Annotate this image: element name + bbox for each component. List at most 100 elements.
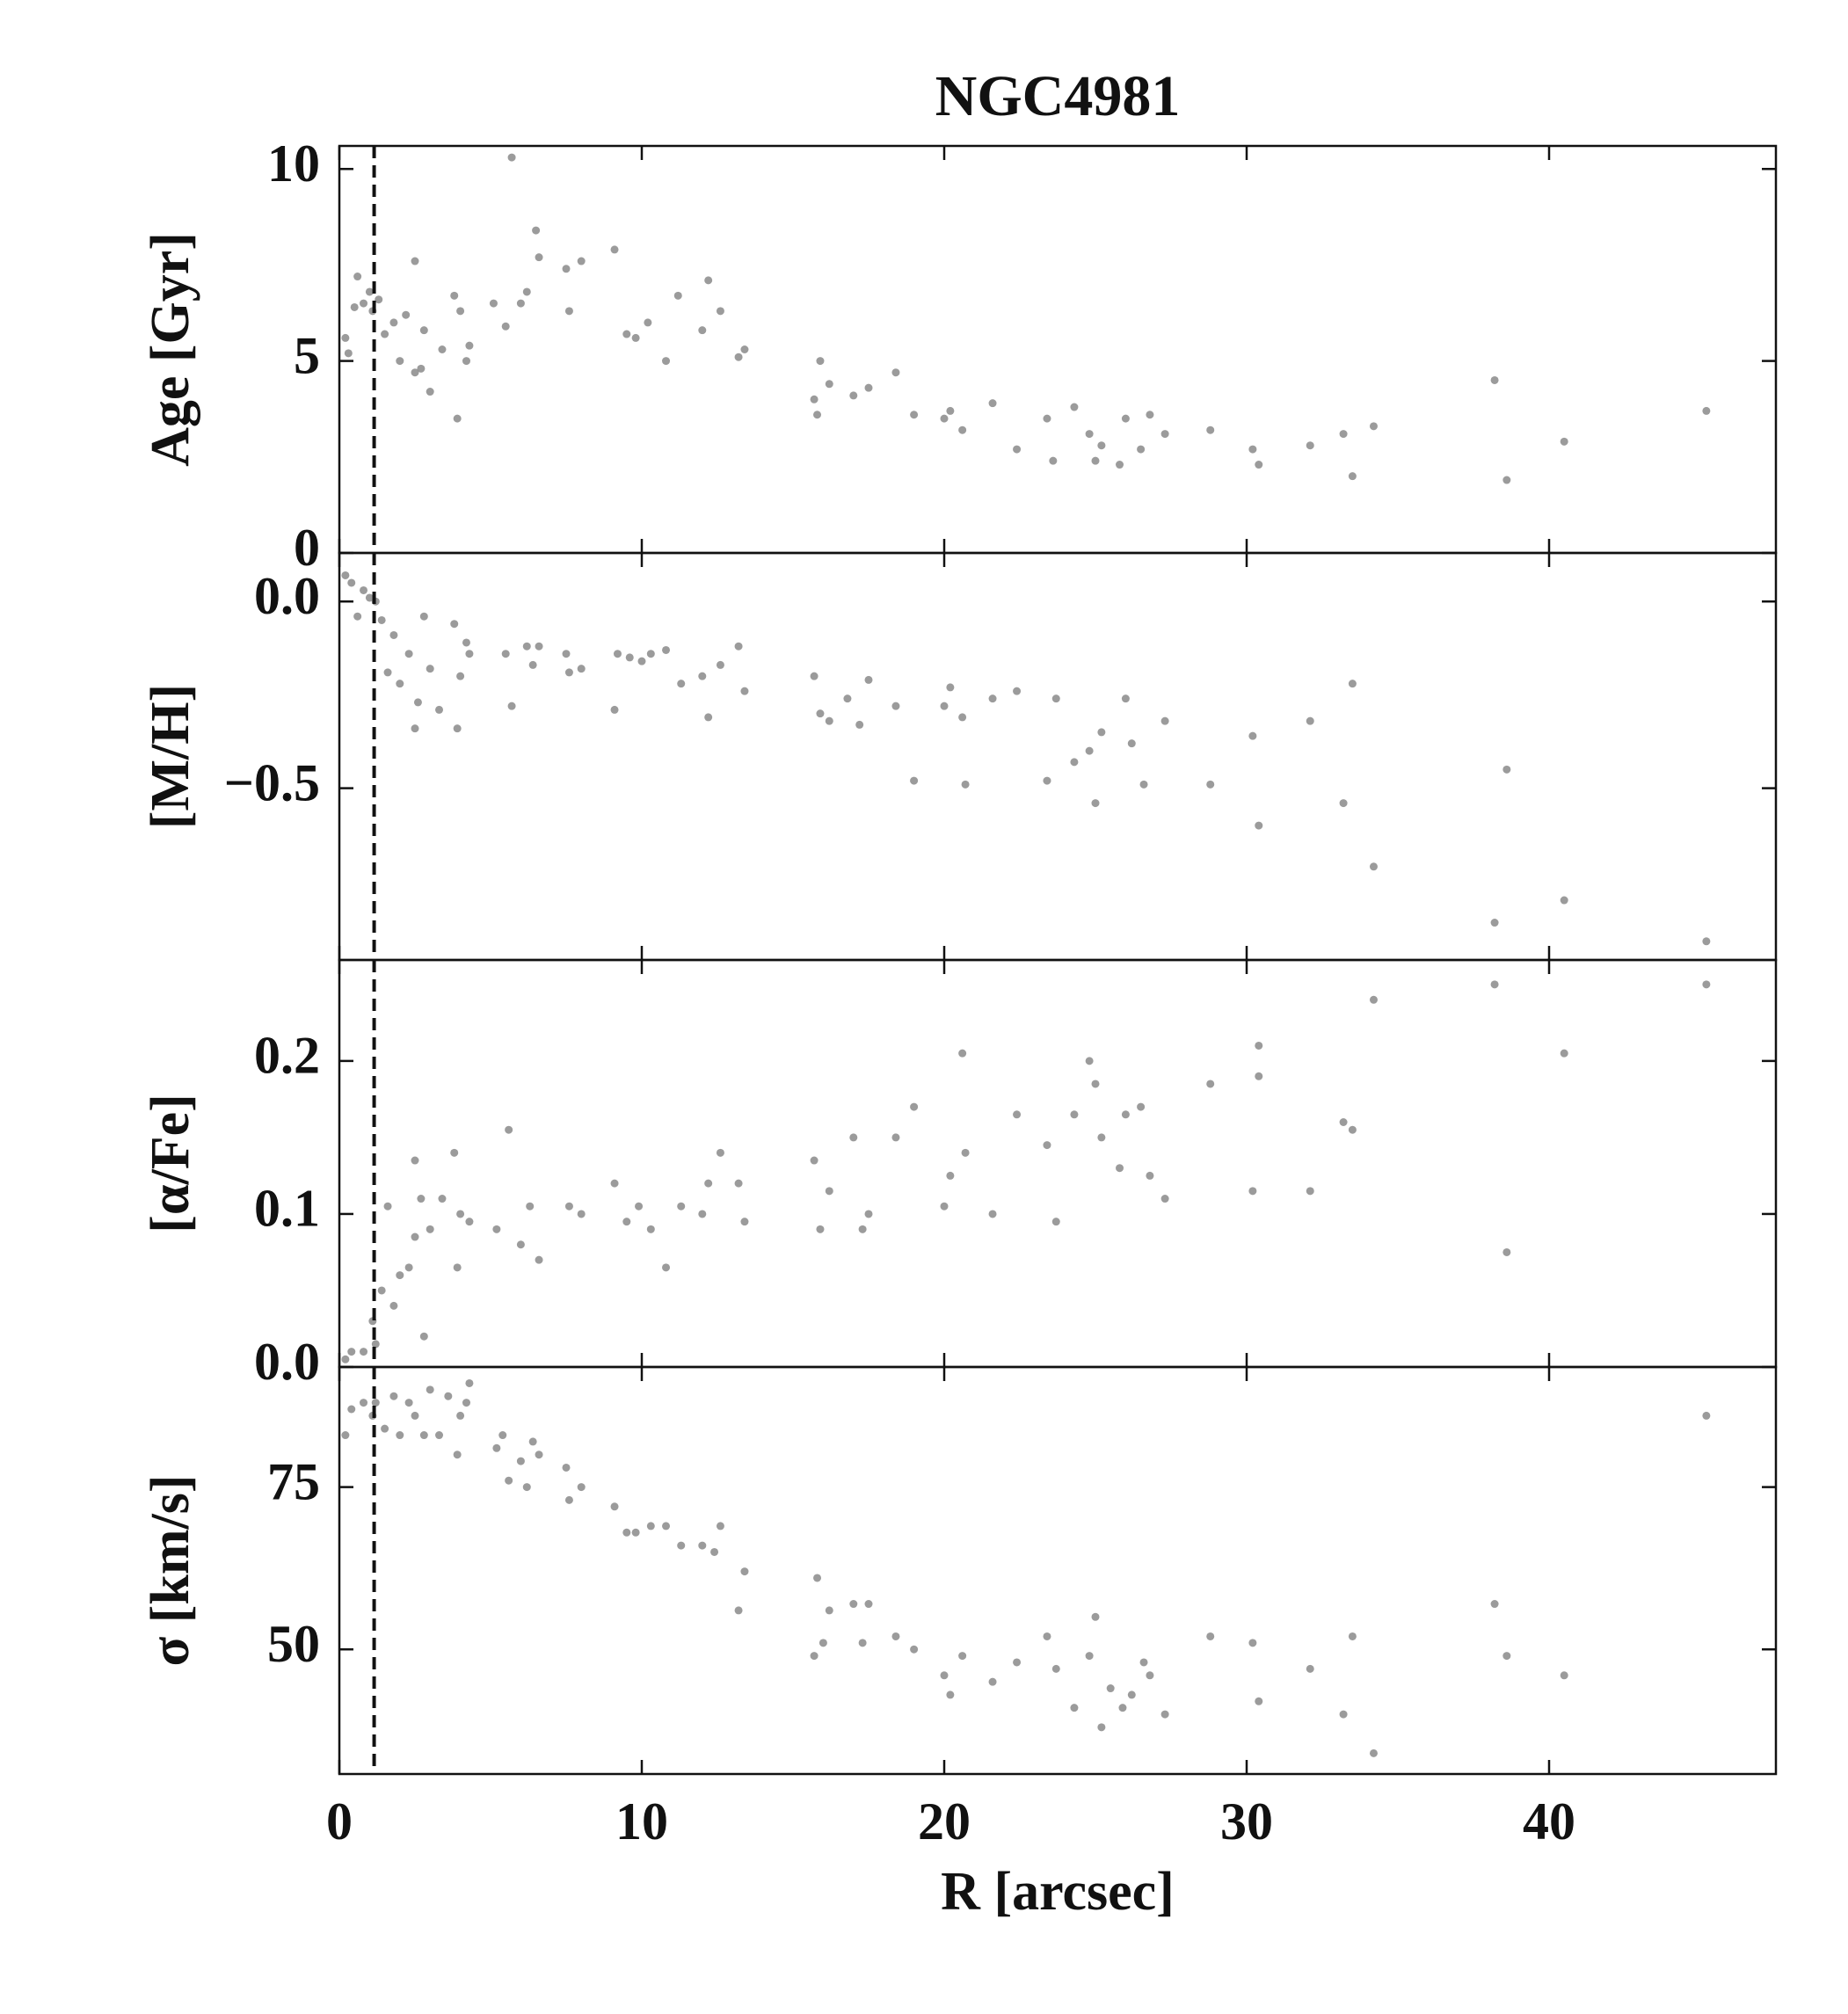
data-point (1248, 1639, 1257, 1647)
data-point (411, 257, 419, 265)
data-point (734, 1606, 743, 1615)
data-point (1502, 765, 1511, 774)
data-point (946, 683, 955, 692)
data-point (891, 1632, 900, 1640)
data-point (698, 326, 707, 335)
y-tick-label: 50 (267, 1615, 320, 1673)
data-point (891, 368, 900, 377)
data-point (435, 705, 444, 714)
data-point (419, 1431, 428, 1440)
data-point (988, 1210, 997, 1218)
y-tick-label: −0.5 (224, 753, 320, 811)
data-point (1369, 1749, 1378, 1757)
y-tick-label: 0.0 (254, 1333, 320, 1391)
data-point (1206, 1632, 1215, 1640)
data-point (646, 1522, 655, 1530)
data-point (1502, 1652, 1511, 1661)
data-point (417, 364, 426, 373)
data-point (501, 322, 510, 331)
data-point (1369, 862, 1378, 871)
data-point (1085, 746, 1094, 755)
data-point (1013, 445, 1022, 454)
data-point (1118, 1704, 1127, 1712)
data-point (810, 672, 819, 680)
data-point (411, 1156, 419, 1165)
data-point (1206, 1080, 1215, 1088)
data-point (453, 1263, 462, 1272)
y-tick-label: 0.1 (254, 1180, 320, 1238)
data-point (622, 1218, 631, 1226)
data-point (910, 411, 919, 419)
data-point (1369, 422, 1378, 431)
x-tick-label: 10 (615, 1792, 668, 1850)
data-point (383, 668, 392, 677)
data-point (396, 1431, 404, 1440)
data-point (819, 1639, 827, 1647)
chart-title: NGC4981 (935, 64, 1181, 128)
data-point (864, 1210, 873, 1218)
plot-frame (338, 144, 1778, 555)
data-point (505, 1125, 513, 1134)
data-point (1049, 456, 1058, 465)
data-point (698, 1541, 707, 1550)
data-point (961, 780, 970, 789)
data-point (946, 406, 955, 415)
data-point (404, 1263, 413, 1272)
data-point (371, 1340, 380, 1349)
data-point (864, 675, 873, 684)
data-point (1248, 1187, 1257, 1196)
data-point (940, 702, 949, 710)
data-point (465, 650, 474, 658)
data-point (456, 307, 465, 316)
data-point (891, 1133, 900, 1142)
data-point (1127, 739, 1136, 748)
data-point (734, 353, 743, 361)
data-point (1085, 430, 1094, 439)
data-point (577, 1483, 586, 1492)
data-point (740, 1567, 749, 1576)
data-point (404, 1399, 413, 1407)
data-point (438, 1195, 447, 1203)
data-point (816, 709, 825, 718)
data-point (716, 1522, 724, 1530)
x-tick-label: 20 (918, 1792, 971, 1850)
data-point (849, 1600, 858, 1609)
data-point (716, 660, 724, 669)
data-point (505, 1476, 513, 1485)
data-point (489, 299, 498, 308)
y-axis-label: [α/Fe] (141, 1094, 200, 1233)
data-point (347, 578, 356, 587)
data-point (465, 341, 474, 350)
data-point (740, 345, 749, 353)
data-point (1306, 1664, 1314, 1673)
data-point (419, 326, 428, 335)
data-point (450, 620, 459, 629)
data-point (383, 1202, 392, 1211)
plot-frame (338, 1365, 1778, 1776)
data-point (1560, 437, 1568, 446)
data-point (492, 1225, 501, 1233)
data-point (564, 1202, 573, 1211)
data-point (940, 1671, 949, 1680)
data-point (462, 638, 470, 647)
data-point (1013, 1110, 1022, 1119)
data-point (1560, 1049, 1568, 1058)
data-point (417, 1195, 426, 1203)
data-point (360, 585, 368, 594)
data-point (465, 1378, 474, 1387)
data-point (360, 299, 368, 308)
data-point (1043, 414, 1051, 423)
data-point (453, 414, 462, 423)
data-point (1702, 1411, 1711, 1420)
data-point (610, 1179, 619, 1188)
data-point (341, 1355, 350, 1363)
data-point (704, 713, 713, 722)
data-point (389, 1392, 398, 1400)
data-point (1490, 375, 1499, 384)
data-point (450, 291, 459, 300)
data-point (1139, 780, 1148, 789)
data-point (365, 593, 374, 602)
data-point (734, 642, 743, 651)
data-point (698, 1210, 707, 1218)
y-tick-label: 5 (294, 326, 320, 384)
